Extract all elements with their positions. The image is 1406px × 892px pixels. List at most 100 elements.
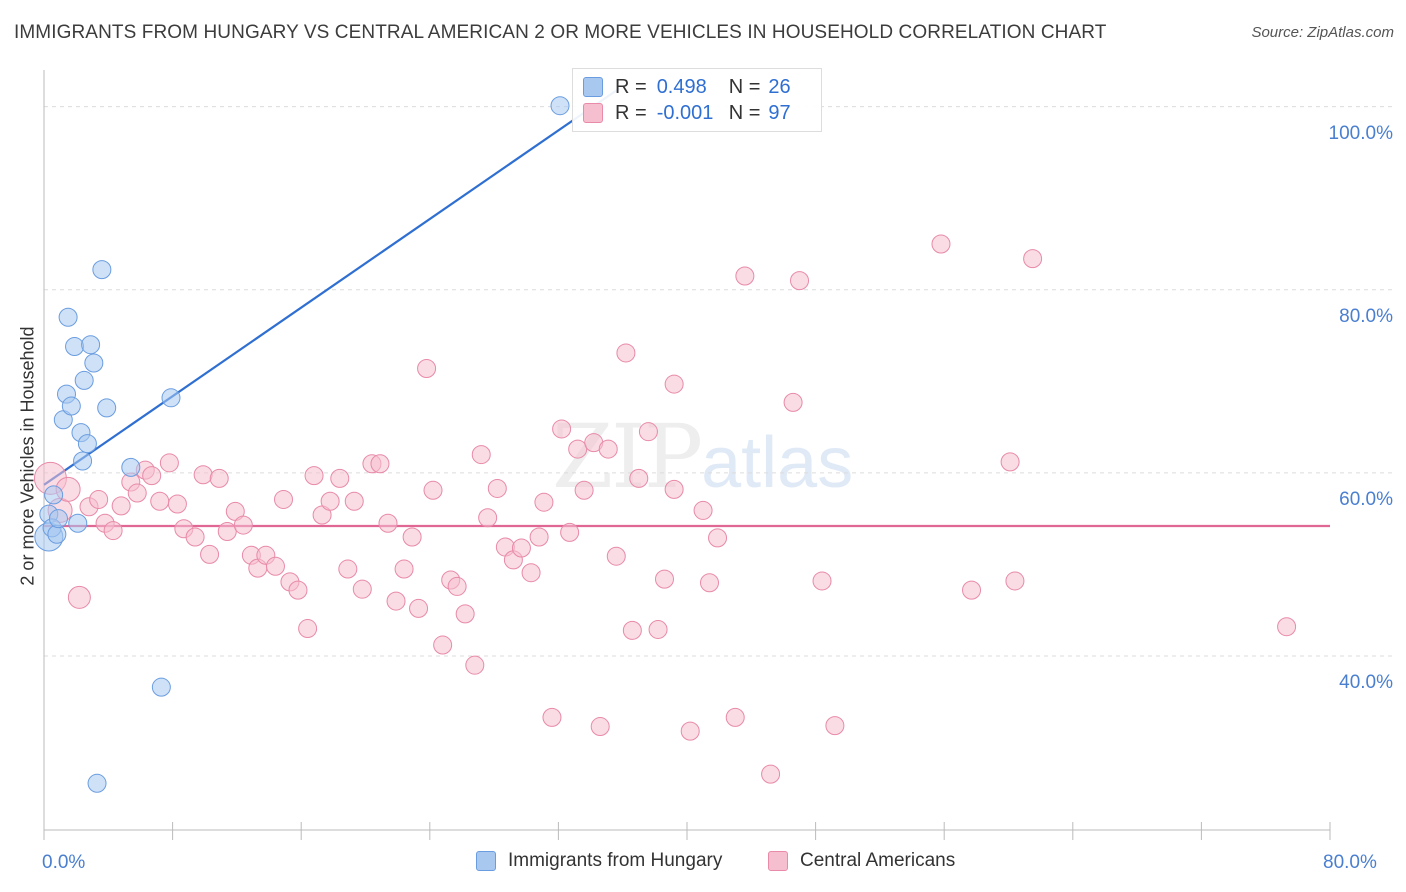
- central-americans-point: [534, 492, 554, 512]
- central-americans-point: [542, 707, 562, 727]
- hungary-point: [550, 96, 570, 116]
- trendlines: [43, 87, 1330, 528]
- central-americans-point: [783, 392, 803, 412]
- legend-r-label: R =: [615, 75, 647, 98]
- central-americans-point: [402, 527, 422, 547]
- central-americans-point: [962, 580, 982, 600]
- central-americans-point: [648, 619, 668, 639]
- central-americans-point: [552, 419, 572, 439]
- x-tick-label-min: 0.0%: [42, 852, 86, 873]
- central-americans-point: [1005, 571, 1025, 591]
- central-americans-point: [629, 468, 649, 488]
- central-americans-point: [233, 515, 253, 535]
- series-legend-swatch-central-americans: [768, 851, 788, 871]
- central-americans-point: [344, 491, 364, 511]
- hungary-point: [65, 337, 85, 357]
- central-americans-point: [1000, 452, 1020, 472]
- central-americans-point: [590, 717, 610, 737]
- central-americans-point: [447, 576, 467, 596]
- legend-r-value: -0.001: [656, 101, 714, 124]
- legend-row-hungary: R = 0.498 N = 26: [583, 74, 791, 100]
- y-axis-label: 2 or more Vehicles in Household: [17, 326, 38, 586]
- central-americans-point: [616, 343, 636, 363]
- series-legend-label-hungary: Immigrants from Hungary: [508, 850, 723, 871]
- legend-r-value: 0.498: [656, 75, 707, 98]
- central-americans-point: [265, 556, 285, 576]
- central-americans-point: [574, 480, 594, 500]
- central-americans-point: [511, 538, 531, 558]
- central-americans-point: [560, 522, 580, 542]
- central-americans-point: [352, 579, 372, 599]
- central-americans-point: [394, 559, 414, 579]
- central-americans-point: [167, 494, 187, 514]
- legend-r-label: R =: [615, 101, 647, 124]
- central-americans-point: [274, 489, 294, 509]
- series-legend-item-hungary: Immigrants from Hungary: [476, 850, 722, 872]
- central-americans-point: [478, 508, 498, 528]
- hungary-point: [151, 677, 171, 697]
- central-americans-point: [638, 422, 658, 442]
- hungary-point: [121, 457, 141, 477]
- axes: [43, 70, 1331, 840]
- series-legend: Immigrants from Hungary Central American…: [0, 850, 1406, 880]
- central-americans-point: [708, 528, 728, 548]
- legend-n-value: 97: [768, 101, 791, 124]
- central-americans-point: [700, 573, 720, 593]
- central-americans-point: [142, 466, 162, 486]
- series-legend-swatch-hungary: [476, 851, 496, 871]
- central-americans-point: [931, 234, 951, 254]
- central-americans-point: [568, 439, 588, 459]
- y-tick-label: 80.0%: [1339, 305, 1393, 327]
- central-americans-point: [622, 620, 642, 640]
- central-americans-point: [378, 513, 398, 533]
- central-americans-point: [185, 527, 205, 547]
- data-points: [33, 96, 1297, 793]
- central-americans-point: [598, 439, 618, 459]
- central-americans-point: [127, 483, 147, 503]
- central-americans-point: [288, 580, 308, 600]
- series-legend-label-central-americans: Central Americans: [800, 850, 956, 871]
- hungary-point: [84, 353, 104, 373]
- central-americans-point: [370, 454, 390, 474]
- chart-title: IMMIGRANTS FROM HUNGARY VS CENTRAL AMERI…: [14, 22, 1107, 43]
- x-tick-label-max: 80.0%: [1323, 852, 1377, 873]
- central-americans-point: [200, 544, 220, 564]
- hungary-point: [77, 434, 97, 454]
- central-americans-point: [159, 453, 179, 473]
- central-americans-point: [304, 466, 324, 486]
- central-americans-point: [89, 489, 109, 509]
- y-tick-label: 40.0%: [1339, 672, 1393, 694]
- source-credit: Source: ZipAtlas.com: [1251, 24, 1394, 41]
- central-americans-point: [693, 500, 713, 520]
- central-americans-point: [825, 716, 845, 736]
- central-americans-point: [386, 591, 406, 611]
- y-tick-label: 100.0%: [1328, 122, 1393, 144]
- central-americans-point: [812, 571, 832, 591]
- hungary-point: [48, 509, 68, 529]
- hungary-point: [87, 773, 107, 793]
- central-americans-point: [67, 585, 91, 609]
- central-americans-point: [664, 479, 684, 499]
- legend-swatch-hungary: [583, 77, 603, 97]
- central-americans-point: [103, 521, 123, 541]
- hungary-point: [81, 335, 101, 355]
- legend-n-value: 26: [768, 75, 791, 98]
- hungary-point: [74, 370, 94, 390]
- legend-row-central-americans: R = -0.001 N = 97: [583, 100, 791, 126]
- legend-n-label: N =: [728, 101, 761, 124]
- central-americans-point: [298, 619, 318, 639]
- hungary-point: [161, 388, 181, 408]
- central-americans-point: [209, 468, 229, 488]
- central-americans-point: [654, 569, 674, 589]
- central-americans-point: [320, 491, 340, 511]
- central-americans-point: [529, 527, 549, 547]
- central-americans-point: [680, 721, 700, 741]
- central-americans-point: [330, 468, 350, 488]
- hungary-point: [73, 451, 93, 471]
- central-americans-point: [409, 598, 429, 618]
- central-americans-point: [521, 563, 541, 583]
- central-americans-point: [606, 546, 626, 566]
- hungary-point: [68, 513, 88, 533]
- central-americans-point: [761, 764, 781, 784]
